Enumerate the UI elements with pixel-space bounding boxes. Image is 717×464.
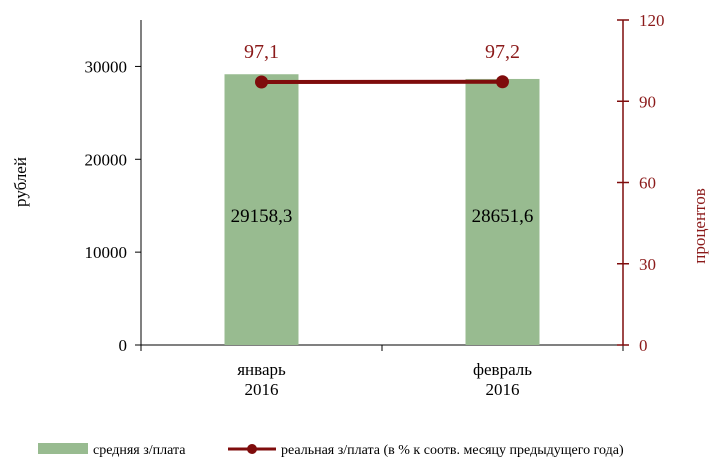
y-left-tick-label: 10000 <box>85 243 128 262</box>
x-tick-label: февраль 2016 <box>473 360 532 399</box>
line-data-label: 97,1 <box>244 41 279 63</box>
legend-line-label: реальная з/плата (в % к соотв. месяцу пр… <box>281 443 624 458</box>
y-right-tick-label: 0 <box>639 336 648 355</box>
data-labels: 97,1 97,2 29158,3 28651,6 <box>231 41 534 227</box>
legend-bar-label: средняя з/плата <box>93 443 186 458</box>
bars <box>224 74 540 345</box>
line-series <box>255 75 509 89</box>
bar-data-label: 29158,3 <box>231 206 293 227</box>
legend: средняя з/плата реальная з/плата (в % к с… <box>38 443 624 458</box>
x-tick-label-line: 2016 <box>245 380 279 399</box>
legend-bar-swatch <box>38 443 88 454</box>
y-right-tick-label: 120 <box>639 11 665 30</box>
line-point-1 <box>255 75 268 89</box>
bar-1 <box>224 74 299 345</box>
y-left-title: рублей <box>11 157 30 207</box>
x-tick-label-line: 2016 <box>486 380 520 399</box>
y-right-tick-label: 60 <box>639 174 656 193</box>
line-data-label: 97,2 <box>485 41 520 63</box>
x-tick-label-line: январь <box>237 360 286 379</box>
y-left-tick-label: 30000 <box>85 57 128 76</box>
line-point-2 <box>496 75 509 89</box>
y-left-tick-label: 0 <box>119 336 128 355</box>
y-right-title: процентов <box>690 188 709 264</box>
y-left-tick-label: 20000 <box>85 150 128 169</box>
bar-2 <box>465 78 540 345</box>
x-tick-label-line: февраль <box>473 360 532 379</box>
y-right-tick-label: 90 <box>639 92 656 111</box>
legend-line-marker <box>247 444 257 454</box>
y-right-tick-label: 30 <box>639 255 656 274</box>
bar-data-label: 28651,6 <box>472 206 534 227</box>
x-tick-label: январь 2016 <box>237 360 286 399</box>
